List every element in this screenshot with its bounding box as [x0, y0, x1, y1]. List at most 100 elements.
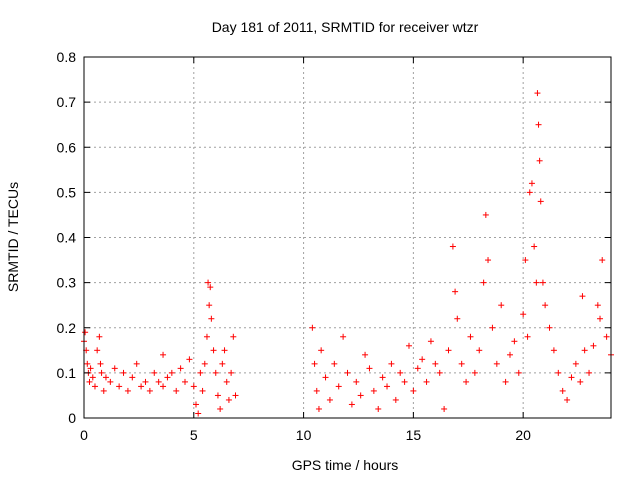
data-point: [192, 401, 199, 408]
data-point: [568, 374, 575, 381]
data-point: [340, 333, 347, 340]
x-tick-label: 10: [296, 427, 312, 443]
data-point: [528, 180, 535, 187]
data-point: [427, 338, 434, 345]
data-point: [86, 378, 93, 385]
data-point: [603, 333, 610, 340]
data-point: [511, 338, 518, 345]
data-point: [392, 396, 399, 403]
data-point: [454, 315, 461, 322]
data-point: [335, 383, 342, 390]
data-point: [370, 387, 377, 394]
data-point: [599, 257, 606, 264]
data-point: [379, 374, 386, 381]
data-point: [164, 374, 171, 381]
data-point: [201, 360, 208, 367]
data-point: [96, 333, 103, 340]
data-point: [485, 257, 492, 264]
data-point: [594, 302, 601, 309]
y-tick-label: 0.3: [57, 275, 77, 291]
x-tick-label: 5: [190, 427, 198, 443]
data-point: [445, 347, 452, 354]
data-point: [94, 347, 101, 354]
data-point: [326, 396, 333, 403]
data-point: [207, 284, 214, 291]
data-point: [107, 378, 114, 385]
data-point: [401, 378, 408, 385]
data-point: [116, 383, 123, 390]
data-point: [160, 351, 167, 358]
data-point: [84, 360, 91, 367]
x-tick-label: 15: [406, 427, 422, 443]
data-point: [432, 360, 439, 367]
data-point: [182, 378, 189, 385]
data-point: [212, 369, 219, 376]
data-point: [537, 198, 544, 205]
y-tick-label: 0.1: [57, 365, 77, 381]
data-point: [397, 369, 404, 376]
data-point: [493, 360, 500, 367]
data-point: [515, 369, 522, 376]
data-point: [524, 333, 531, 340]
data-point: [348, 401, 355, 408]
data-point: [102, 374, 109, 381]
chart-title: Day 181 of 2011, SRMTID for receiver wtz…: [212, 19, 479, 35]
data-point: [100, 387, 107, 394]
data-point: [190, 383, 197, 390]
data-point: [331, 360, 338, 367]
data-point: [471, 369, 478, 376]
data-point: [217, 405, 224, 412]
data-point: [160, 383, 167, 390]
data-point: [98, 369, 105, 376]
data-point: [520, 311, 527, 318]
data-point: [526, 189, 533, 196]
data-point: [203, 333, 210, 340]
data-point: [230, 333, 237, 340]
data-point: [597, 315, 604, 322]
data-point: [489, 324, 496, 331]
data-point: [579, 293, 586, 300]
data-point: [353, 378, 360, 385]
data-point: [449, 243, 456, 250]
data-point: [91, 383, 98, 390]
data-point: [186, 356, 193, 363]
y-tick-label: 0.2: [57, 320, 77, 336]
data-point: [564, 396, 571, 403]
data-point: [357, 392, 364, 399]
data-point: [133, 360, 140, 367]
data-point: [177, 365, 184, 372]
data-point: [155, 378, 162, 385]
ticks-layer: 0 0.1 0.2 0.3 0.4 0.5 0.6 0.7 0.8 0 5 10 15 20: [57, 49, 611, 443]
data-point: [533, 279, 540, 286]
data-point: [97, 360, 104, 367]
y-axis-label: SRMTID / TECUs: [5, 182, 21, 292]
data-point: [581, 347, 588, 354]
data-point: [199, 387, 206, 394]
data-point: [309, 324, 316, 331]
data-point: [219, 360, 226, 367]
y-tick-label: 0.6: [57, 139, 77, 155]
y-tick-label: 0: [68, 410, 76, 426]
data-point: [120, 369, 127, 376]
data-point: [498, 302, 505, 309]
data-point: [138, 383, 145, 390]
data-point: [414, 365, 421, 372]
data-point: [151, 369, 158, 376]
data-point: [344, 369, 351, 376]
data-point: [315, 405, 322, 412]
data-point: [129, 374, 136, 381]
data-point: [214, 392, 221, 399]
data-point: [482, 211, 489, 218]
data-point: [441, 405, 448, 412]
data-point: [531, 243, 538, 250]
data-point: [480, 279, 487, 286]
data-point: [87, 365, 94, 372]
data-point: [546, 324, 553, 331]
x-tick-label: 0: [80, 427, 88, 443]
data-point: [534, 90, 541, 97]
y-tick-label: 0.5: [57, 184, 77, 200]
data-point: [223, 378, 230, 385]
data-point: [590, 342, 597, 349]
